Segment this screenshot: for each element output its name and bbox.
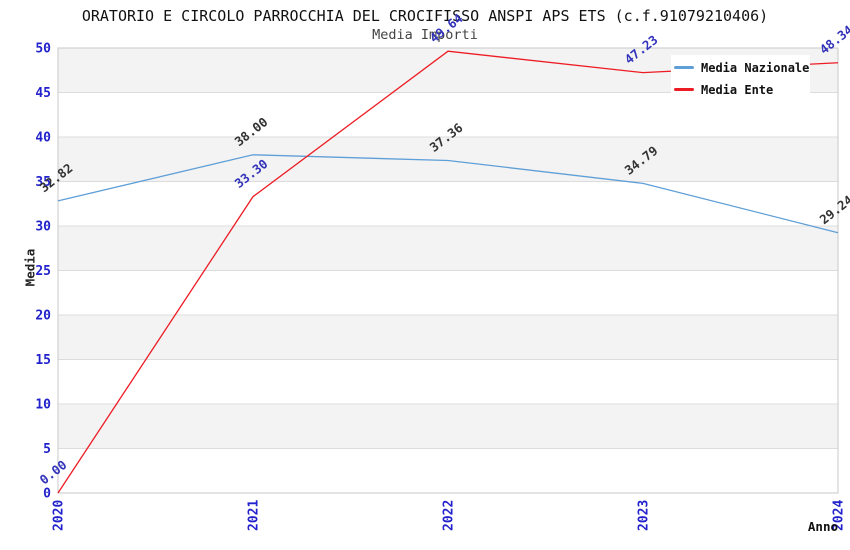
data-point-label: 49.64 [427,11,466,46]
y-tick-label: 45 [35,86,51,101]
plot-band [58,404,838,449]
y-tick-label: 35 [35,175,51,190]
x-tick-label: 2022 [442,500,457,531]
chart-subtitle: Media Importi [372,27,478,43]
y-tick-label: 0 [43,487,51,502]
x-tick-label: 2024 [832,500,847,531]
y-tick-label: 5 [43,442,51,457]
legend-item-media-nazionale: Media Nazionale [674,61,810,75]
plot-band [58,226,838,271]
y-tick-label: 40 [35,131,51,146]
y-tick-label: 30 [35,220,51,235]
y-tick-label: 10 [35,398,51,413]
y-tick-label: 15 [35,353,51,368]
plot-band [58,137,838,182]
x-tick-label: 2021 [247,500,262,531]
legend-label: Media Nazionale [701,60,810,75]
plot-band [58,315,838,360]
y-tick-label: 25 [35,264,51,279]
chart-title: ORATORIO E CIRCOLO PARROCCHIA DEL CROCIF… [81,7,769,25]
legend-item-media-ente: Media Ente [674,83,810,97]
y-tick-label: 50 [35,42,51,57]
line-swatch-icon [674,66,694,69]
data-point-label: 29.24 [817,192,850,227]
legend: Media Nazionale Media Ente [671,55,810,102]
series-line-0 [57,154,839,234]
x-tick-label: 2023 [637,500,652,531]
x-axis-title: Anno [807,519,838,534]
y-axis-title: Media [22,248,38,287]
line-swatch-icon [674,88,694,91]
x-tick-label: 2020 [52,500,67,531]
y-tick-label: 20 [35,309,51,324]
plot-border [57,47,839,494]
legend-label: Media Ente [701,82,774,97]
